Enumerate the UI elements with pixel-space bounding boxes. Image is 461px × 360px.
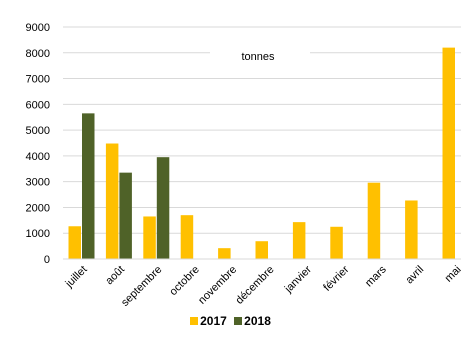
x-tick-label: août: [103, 264, 127, 288]
x-tick-label: mars: [363, 263, 389, 289]
bar-2017-janvier: [292, 222, 306, 259]
bar-2017-novembre: [218, 248, 231, 259]
x-tick-label: février: [321, 263, 351, 293]
bar-2018-juillet: [82, 113, 95, 259]
y-tick-label: 4000: [26, 151, 50, 163]
legend-label-2017: 2017: [200, 314, 227, 328]
x-tick-label: septembre: [119, 264, 164, 309]
bar-2017-août: [105, 143, 119, 259]
bar-2017-septembre: [143, 216, 156, 259]
legend-item-2017: 2017: [190, 314, 227, 328]
legend-swatch-2018: [234, 317, 243, 325]
x-tick-label: octobre: [167, 264, 201, 298]
x-tick-label: décembre: [234, 264, 277, 307]
y-axis-ticks: 0 1000 2000 3000 4000 5000 6000 7000 8000 9000: [26, 22, 50, 266]
bar-2017-octobre: [180, 215, 194, 259]
legend-label-2018: 2018: [244, 314, 271, 328]
legend: 2017 2018: [0, 314, 461, 328]
bar-2017-mai: [442, 47, 455, 259]
y-tick-label: 6000: [26, 99, 50, 111]
bar-2018-septembre: [156, 157, 170, 259]
y-tick-label: 5000: [26, 125, 50, 137]
x-tick-label: juillet: [63, 264, 90, 291]
bar-2017-décembre: [255, 241, 268, 259]
y-tick-label: 1000: [26, 228, 50, 240]
y-tick-label: 9000: [26, 22, 50, 34]
x-tick-label: janvier: [282, 263, 314, 295]
unit-label-background: [210, 44, 310, 64]
legend-swatch-2017: [190, 317, 199, 325]
bar-2017-juillet: [68, 226, 81, 259]
x-tick-label: avril: [403, 264, 426, 287]
y-tick-label: 8000: [26, 48, 50, 60]
x-tick-label: novembre: [196, 264, 239, 307]
bars: [68, 47, 455, 259]
bar-2018-août: [119, 172, 132, 259]
bar-2017-février: [330, 226, 343, 259]
y-tick-label: 3000: [26, 177, 50, 189]
bar-2017-mars: [367, 182, 381, 259]
legend-item-2018: 2018: [234, 314, 271, 328]
unit-label: tonnes: [241, 51, 275, 63]
bar-2017-avril: [405, 200, 418, 259]
x-tick-label: mai: [443, 264, 461, 285]
y-tick-label: 0: [44, 254, 50, 266]
y-tick-label: 2000: [26, 202, 50, 214]
y-tick-label: 7000: [26, 74, 50, 86]
